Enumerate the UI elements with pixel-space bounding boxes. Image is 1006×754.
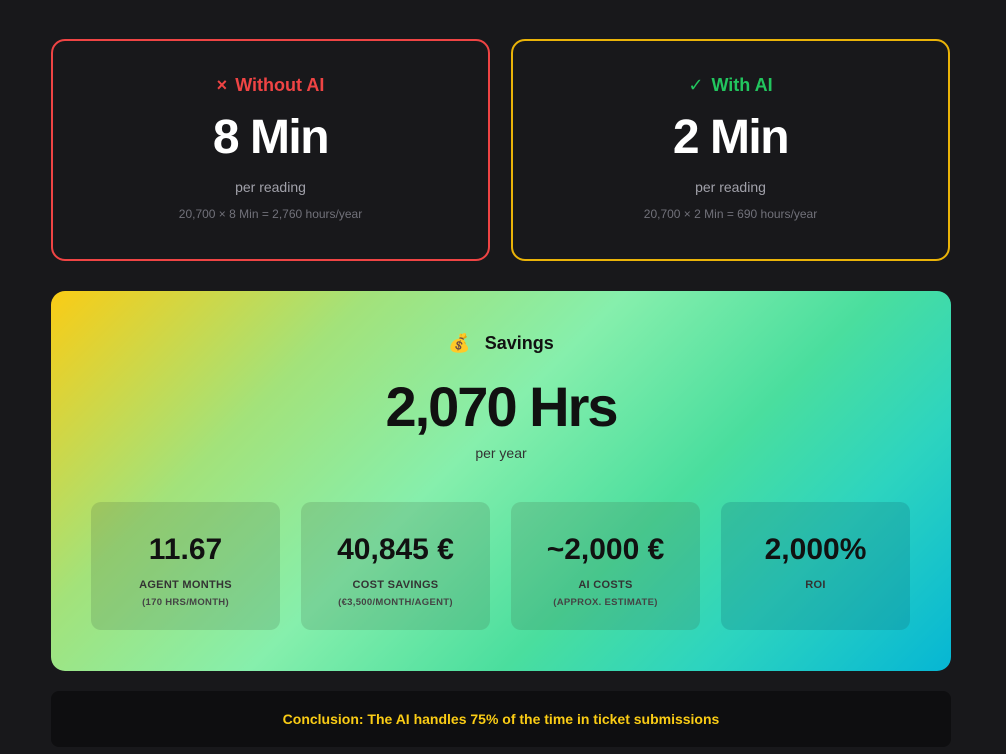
per-label: per reading (235, 179, 306, 195)
calculation: 20,700 × 8 Min = 2,760 hours/year (178, 207, 363, 221)
stat-ai-costs: ~2,000 € AI COSTS (APPROX. ESTIMATE) (511, 502, 700, 630)
stat-cost-savings: 40,845 € COST SAVINGS (€3,500/MONTH/AGENT) (301, 502, 490, 630)
stat-sub: (170 HRS/MONTH) (142, 597, 229, 608)
card-title: Without AI (235, 75, 325, 95)
calculation: 20,700 × 2 Min = 690 hours/year (643, 207, 818, 221)
stat-label: AGENT MONTHS (139, 579, 232, 591)
stat-value: 11.67 (148, 533, 223, 566)
stat-agent-months: 11.67 AGENT MONTHS (170 HRS/MONTH) (91, 502, 280, 630)
money-bag-icon: 💰 (448, 333, 471, 353)
stat-sub: (€3,500/MONTH/AGENT) (338, 597, 453, 608)
stat-value: 2,000% (764, 533, 867, 566)
per-label: per reading (695, 179, 766, 195)
stat-label: ROI (805, 579, 826, 591)
savings-title: Savings (484, 333, 554, 353)
stat-roi: 2,000% ROI (721, 502, 910, 630)
time-value: 8 Min (212, 111, 330, 164)
stat-value: 40,845 € (337, 533, 454, 566)
savings-panel: 💰 Savings 2,070 Hrs per year 11.67 AGENT M… (51, 291, 951, 671)
savings-value: 2,070 Hrs (385, 375, 618, 438)
savings-per: per year (475, 445, 527, 461)
stat-label: COST SAVINGS (352, 579, 439, 591)
x-icon: × (216, 75, 228, 95)
stat-value: ~2,000 € (546, 533, 665, 566)
with-ai-card: ✓ With AI 2 Min per reading 20,700 × 2 Mi… (511, 39, 950, 261)
check-icon: ✓ (688, 75, 704, 95)
card-title: With AI (711, 75, 773, 95)
conclusion-banner: Conclusion: The AI handles 75% of the ti… (51, 691, 951, 747)
stat-sub: (APPROX. ESTIMATE) (553, 597, 658, 608)
without-ai-card: × Without AI 8 Min per reading 20,700 × 8… (51, 39, 490, 261)
stat-label: AI COSTS (578, 579, 633, 591)
time-value: 2 Min (672, 111, 790, 164)
